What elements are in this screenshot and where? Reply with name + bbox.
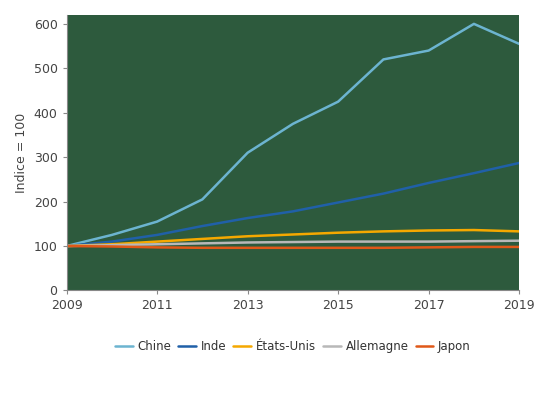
Inde: [380, 191, 387, 196]
Line: Japon: Japon: [67, 246, 519, 248]
Chine: [516, 42, 522, 46]
Allemagne: [516, 238, 522, 243]
Inde: [471, 171, 477, 175]
Japon: [108, 244, 115, 249]
Chine: [199, 197, 206, 202]
Allemagne: [290, 240, 296, 245]
Inde: [290, 209, 296, 214]
Chine: [471, 21, 477, 26]
Japon: [244, 245, 251, 250]
États-Unis: [63, 244, 70, 249]
États-Unis: [471, 228, 477, 233]
Japon: [425, 245, 432, 250]
Inde: [425, 180, 432, 185]
Japon: [290, 245, 296, 250]
États-Unis: [154, 239, 161, 244]
Allemagne: [199, 241, 206, 246]
Chine: [63, 244, 70, 249]
États-Unis: [199, 236, 206, 241]
Japon: [516, 245, 522, 249]
Chine: [335, 99, 342, 104]
Line: États-Unis: États-Unis: [67, 230, 519, 246]
Allemagne: [471, 239, 477, 244]
Legend: Chine, Inde, États-Unis, Allemagne, Japon: Chine, Inde, États-Unis, Allemagne, Japo…: [110, 335, 476, 358]
Japon: [471, 245, 477, 249]
États-Unis: [335, 230, 342, 235]
Chine: [244, 150, 251, 155]
Chine: [108, 233, 115, 238]
Japon: [199, 245, 206, 250]
Japon: [380, 245, 387, 250]
États-Unis: [108, 242, 115, 247]
Allemagne: [244, 240, 251, 245]
Allemagne: [154, 242, 161, 247]
Y-axis label: Indice = 100: Indice = 100: [15, 113, 28, 193]
Allemagne: [108, 242, 115, 247]
Line: Chine: Chine: [67, 24, 519, 246]
Inde: [199, 224, 206, 229]
Line: Allemagne: Allemagne: [67, 241, 519, 246]
Japon: [335, 245, 342, 250]
Allemagne: [425, 239, 432, 244]
Chine: [154, 219, 161, 224]
Japon: [63, 244, 70, 249]
Inde: [108, 239, 115, 244]
États-Unis: [425, 228, 432, 233]
Chine: [380, 57, 387, 62]
Chine: [290, 121, 296, 126]
Inde: [63, 244, 70, 249]
Chine: [425, 48, 432, 53]
Inde: [335, 200, 342, 205]
Allemagne: [380, 239, 387, 244]
États-Unis: [516, 229, 522, 234]
États-Unis: [380, 229, 387, 234]
Japon: [154, 245, 161, 250]
Inde: [154, 233, 161, 238]
États-Unis: [244, 234, 251, 239]
Line: Inde: Inde: [67, 163, 519, 246]
Allemagne: [63, 244, 70, 249]
Inde: [244, 216, 251, 221]
États-Unis: [290, 232, 296, 237]
Allemagne: [335, 239, 342, 244]
Inde: [516, 160, 522, 165]
